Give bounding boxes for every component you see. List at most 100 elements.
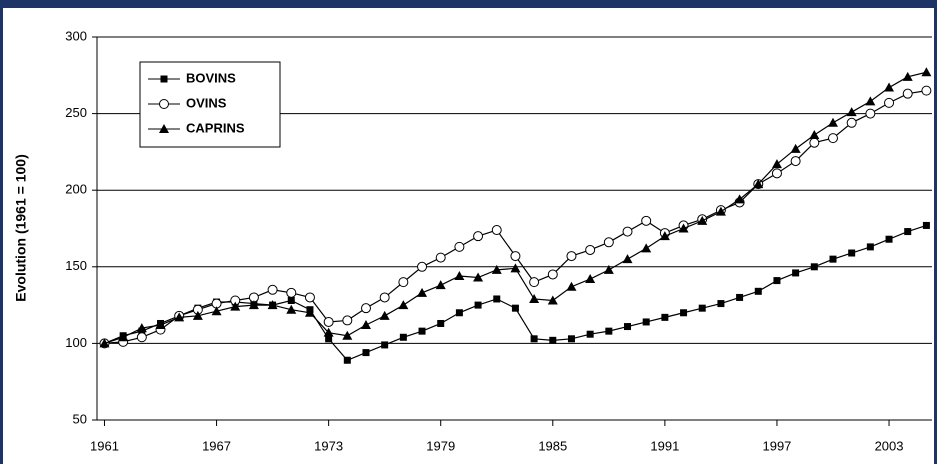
data-point <box>698 304 706 312</box>
data-point <box>566 281 577 291</box>
data-point <box>827 117 838 127</box>
data-point <box>473 272 484 282</box>
data-point <box>418 327 426 335</box>
data-point <box>398 300 409 310</box>
y-tick-label: 50 <box>73 411 87 426</box>
data-point <box>454 241 465 252</box>
data-point <box>379 292 390 303</box>
data-point <box>99 338 110 348</box>
data-point <box>827 133 838 144</box>
data-point <box>715 206 726 216</box>
data-point <box>493 295 501 303</box>
data-point <box>717 300 725 308</box>
data-point <box>286 287 297 298</box>
data-point <box>342 330 353 340</box>
data-point <box>323 327 334 337</box>
data-point <box>286 304 297 314</box>
data-point <box>529 293 540 303</box>
data-point <box>192 310 203 320</box>
data-point <box>325 335 333 343</box>
y-tick-label: 100 <box>65 335 87 350</box>
y-tick-label: 150 <box>65 258 87 273</box>
data-point <box>248 300 259 310</box>
data-point <box>921 85 932 96</box>
data-point <box>510 263 521 273</box>
data-point <box>586 330 594 338</box>
data-point <box>697 215 708 225</box>
legend-label: OVINS <box>186 95 227 110</box>
data-point <box>921 67 932 77</box>
x-tick-label: 1991 <box>650 438 679 453</box>
data-point <box>454 270 465 280</box>
data-point <box>304 307 315 317</box>
legend-label: BOVINS <box>186 70 236 85</box>
data-point <box>491 264 502 274</box>
data-point <box>323 316 334 327</box>
x-tick-label: 2003 <box>875 438 904 453</box>
data-point <box>904 228 912 236</box>
data-point <box>734 194 745 204</box>
data-point <box>585 244 596 255</box>
data-point <box>362 349 370 357</box>
data-point <box>567 335 575 343</box>
data-point <box>529 277 540 288</box>
x-tick-label: 1967 <box>202 438 231 453</box>
y-tick-label: 300 <box>65 28 87 43</box>
data-point <box>230 301 241 311</box>
data-point <box>474 301 482 309</box>
data-point <box>790 156 801 167</box>
data-point <box>678 223 689 233</box>
data-point <box>435 280 446 290</box>
data-point <box>771 168 782 179</box>
data-point <box>809 130 820 140</box>
data-point <box>566 251 577 262</box>
data-point <box>585 274 596 284</box>
data-point <box>661 313 669 321</box>
data-point <box>342 315 353 326</box>
data-point <box>885 235 893 243</box>
data-point <box>641 243 652 253</box>
data-point <box>491 225 502 236</box>
data-point <box>473 231 484 242</box>
data-point <box>771 159 782 169</box>
data-point <box>603 237 614 248</box>
data-point <box>381 341 389 349</box>
data-point <box>622 226 633 237</box>
legend-marker <box>159 124 169 133</box>
data-point <box>211 306 222 316</box>
data-point <box>884 97 895 108</box>
x-tick-label: 1979 <box>426 438 455 453</box>
y-axis-label: Evolution (1961 = 100) <box>13 154 29 301</box>
data-point <box>809 137 820 148</box>
data-point <box>884 82 895 92</box>
data-point <box>547 269 558 280</box>
data-point <box>304 292 315 303</box>
legend-label: CAPRINS <box>186 120 245 135</box>
data-point <box>641 215 652 226</box>
data-point <box>343 356 351 364</box>
data-point <box>790 143 801 153</box>
legend-marker <box>160 75 168 83</box>
data-point <box>155 320 166 330</box>
x-tick-label: 1985 <box>538 438 567 453</box>
x-tick-label: 1997 <box>762 438 791 453</box>
data-point <box>398 277 409 288</box>
data-point <box>865 108 876 119</box>
data-point <box>530 335 538 343</box>
data-point <box>810 263 818 271</box>
data-point <box>680 309 688 317</box>
data-point <box>603 264 614 274</box>
data-point <box>287 297 295 305</box>
data-point <box>866 243 874 251</box>
data-point <box>754 287 762 295</box>
data-point <box>360 303 371 314</box>
data-point <box>865 96 876 106</box>
data-point <box>118 332 129 342</box>
data-point <box>549 336 557 344</box>
data-point <box>736 293 744 301</box>
data-point <box>547 295 558 305</box>
data-point <box>792 269 800 277</box>
data-point <box>773 277 781 285</box>
data-point <box>829 255 837 263</box>
